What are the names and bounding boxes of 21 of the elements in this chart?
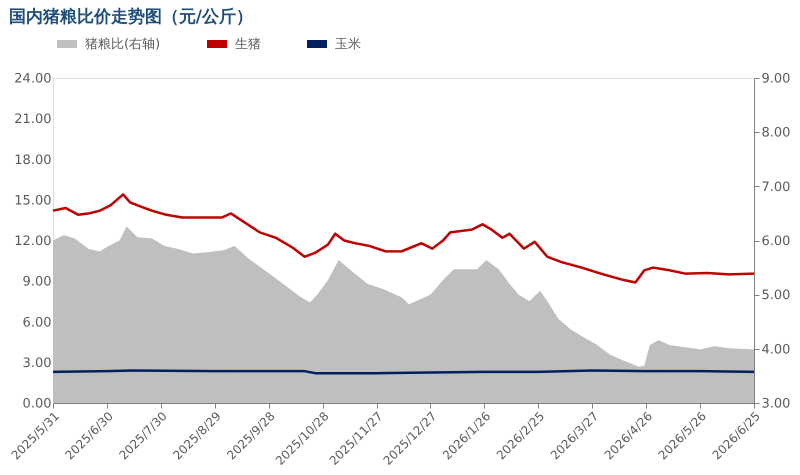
legend-label: 猪粮比(右轴) [85, 37, 160, 52]
legend-label: 玉米 [335, 37, 361, 52]
y-tick-label: 9.00 [22, 274, 52, 290]
y-tick-label: 3.00 [22, 356, 52, 371]
y-tick-label: 6.00 [22, 315, 52, 330]
y-tick-label: 24.00 [14, 72, 52, 86]
y-tick-label: 0.00 [22, 396, 52, 412]
line-series [52, 193, 756, 284]
y-tick-label: 18.00 [14, 152, 52, 168]
y2-tick-label: 8.00 [762, 126, 790, 141]
y2-tick-label: 7.00 [762, 180, 790, 195]
y2-tick-label: 3.00 [762, 396, 790, 412]
y-tick-label: 15.00 [14, 193, 52, 208]
y2-tick-label: 6.00 [762, 234, 790, 249]
y2-tick-label: 4.00 [762, 342, 790, 358]
y-tick-label: 12.00 [14, 234, 52, 249]
legend-label: 生猪 [235, 37, 261, 52]
y2-tick-label: 5.00 [762, 288, 790, 304]
y2-tick-label: 9.00 [762, 72, 790, 86]
chart-title: 国内猪粮比价走势图（元/公斤） [8, 7, 254, 27]
y-tick-label: 21.00 [14, 112, 52, 128]
